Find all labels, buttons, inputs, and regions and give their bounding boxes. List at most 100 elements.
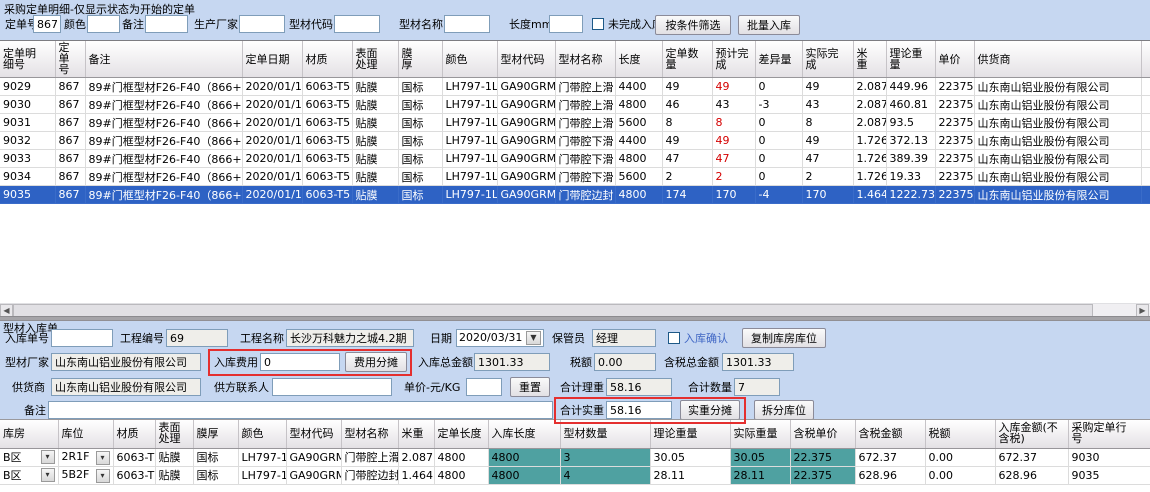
cell: 0 [755, 77, 803, 96]
contact-input[interactable] [272, 378, 392, 396]
cell: 6063-T5 [302, 185, 353, 204]
actual-weight-allocate-button[interactable]: 实重分摊 [680, 400, 740, 420]
date-input[interactable]: 2020/03/31 ▼ [456, 329, 544, 347]
cell: LH797-1LL0 [442, 149, 498, 168]
cell: 30.05 [650, 448, 731, 467]
cell: 867 [55, 149, 86, 168]
inbound-fee-input[interactable] [260, 353, 340, 371]
cell: -4 [755, 185, 803, 204]
table-row[interactable]: 903186789#门框型材F26-F40（866+867）2020/01/13… [0, 113, 1150, 132]
filter-input[interactable] [33, 15, 61, 33]
batch-inbound-button[interactable]: 批量入库 [738, 15, 800, 35]
cell: 门带腔上滑 [555, 113, 616, 132]
cell: 0 [755, 131, 803, 150]
total-qty-label: 合计数量 [688, 381, 732, 394]
cell: LH797-1LL0 [442, 167, 498, 186]
cell: 22375 [935, 131, 975, 150]
cell: 47 [712, 149, 756, 168]
cell: ▾ 2R1F [58, 448, 114, 467]
inbound-confirm-label: 入库确认 [684, 332, 728, 345]
cell: 628.96 [995, 466, 1069, 485]
unit-price-input[interactable] [466, 378, 502, 396]
split-location-button[interactable]: 拆分库位 [754, 400, 814, 420]
inbound-no-input[interactable] [51, 329, 113, 347]
column-header: 膜厚 [398, 41, 443, 78]
table-row[interactable]: 903586789#门框型材F26-F40（866+867）2020/01/13… [0, 185, 1150, 204]
cell: 867 [55, 113, 86, 132]
project-name-label: 工程名称 [240, 332, 284, 345]
cell: 贴膜 [352, 113, 399, 132]
table-row[interactable]: 903486789#门框型材F26-F40（866+867）2020/01/13… [0, 167, 1150, 186]
cell: GA90GRM05 [497, 185, 556, 204]
cell: 22.375 [790, 466, 856, 485]
column-header: 材质 [302, 41, 353, 78]
project-name-input[interactable] [286, 329, 414, 347]
cell: 国标 [398, 185, 443, 204]
cell: 6063-T5 [302, 167, 353, 186]
date-dropdown-icon[interactable]: ▼ [526, 331, 541, 345]
cell: 国标 [398, 167, 443, 186]
cell: 867 [55, 185, 86, 204]
cell: 628.96 [855, 466, 926, 485]
inbound-total-input[interactable] [474, 353, 550, 371]
cell: 89#门框型材F26-F40（866+867） [85, 77, 243, 96]
table-row[interactable]: 903086789#门框型材F26-F40（866+867）2020/01/13… [0, 95, 1150, 114]
column-header: 实际完成 [802, 41, 854, 78]
cell: 8 [662, 113, 713, 132]
copy-warehouse-button[interactable]: 复制库房库位 [742, 328, 826, 348]
total-actual-weight-input[interactable] [606, 401, 672, 419]
combo-dropdown-icon[interactable]: ▾ [40, 468, 55, 482]
table-row[interactable]: 903386789#门框型材F26-F40（866+867）2020/01/13… [0, 149, 1150, 168]
cell: 6063-T5 [302, 131, 353, 150]
filter-input[interactable] [334, 15, 380, 33]
cell: 国标 [398, 149, 443, 168]
filter-input[interactable] [549, 15, 583, 33]
keeper-input[interactable] [592, 329, 656, 347]
note-input[interactable] [48, 401, 553, 419]
cell: 贴膜 [352, 95, 399, 114]
supplier-input[interactable] [51, 378, 201, 396]
filter-input[interactable] [87, 15, 120, 33]
total-theo-weight-input[interactable] [606, 378, 672, 396]
column-header: 型材代码 [286, 420, 342, 449]
cell: LH797-1LL0 [238, 466, 287, 485]
combo-dropdown-icon[interactable]: ▾ [95, 468, 110, 483]
cell: 0.00 [925, 466, 996, 485]
inbound-total-label: 入库总金额 [418, 356, 473, 369]
splitter[interactable] [0, 316, 1150, 321]
table-row[interactable]: ▾B区▾5B2F6063-T5贴膜国标LH797-1LL0GA90GRM05门带… [0, 466, 1150, 485]
table-row[interactable]: 902986789#门框型材F26-F40（866+867）2020/01/13… [0, 77, 1150, 96]
cell: -3 [755, 95, 803, 114]
total-with-tax-input[interactable] [722, 353, 794, 371]
filter-input[interactable] [145, 15, 188, 33]
cell: 9033 [0, 149, 56, 168]
column-header: 入库长度 [488, 420, 561, 449]
cell: 170 [712, 185, 756, 204]
filter-input[interactable] [444, 15, 490, 33]
scroll-left-icon[interactable]: ◀ [0, 304, 13, 317]
filter-input[interactable] [239, 15, 285, 33]
unfinished-checkbox[interactable] [592, 18, 604, 30]
cell: 4 [560, 466, 651, 485]
fee-allocate-button[interactable]: 费用分摊 [345, 352, 407, 372]
combo-dropdown-icon[interactable]: ▾ [40, 450, 55, 464]
column-header: 差异量 [755, 41, 803, 78]
inbound-grid-area: 库房 库位 材质 表面处理 膜厚 颜色 型材代码 型材名称 米重 定单长度 入库长度 型材数量 理论重量… [0, 419, 1150, 492]
cell: 47 [662, 149, 713, 168]
total-qty-input[interactable] [734, 378, 780, 396]
factory-input[interactable] [51, 353, 201, 371]
filter-by-condition-button[interactable]: 按条件筛选 [655, 15, 731, 35]
reset-button[interactable]: 重置 [510, 377, 550, 397]
cell [1141, 149, 1150, 168]
table-row[interactable]: ▾B区▾2R1F6063-T5贴膜国标LH797-1LL0GA90GRM03门带… [0, 448, 1150, 467]
table-row[interactable]: 903286789#门框型材F26-F40（866+867）2020/01/13… [0, 131, 1150, 150]
project-no-input[interactable] [166, 329, 228, 347]
cell: LH797-1LL0 [442, 185, 498, 204]
tax-input[interactable] [594, 353, 656, 371]
cell: 672.37 [995, 448, 1069, 467]
cell: 4400 [615, 131, 663, 150]
cell: 6063-T5 [302, 77, 353, 96]
column-header: 型材名称 [555, 41, 616, 78]
inbound-confirm-checkbox[interactable] [668, 332, 680, 344]
combo-dropdown-icon[interactable]: ▾ [95, 450, 110, 465]
